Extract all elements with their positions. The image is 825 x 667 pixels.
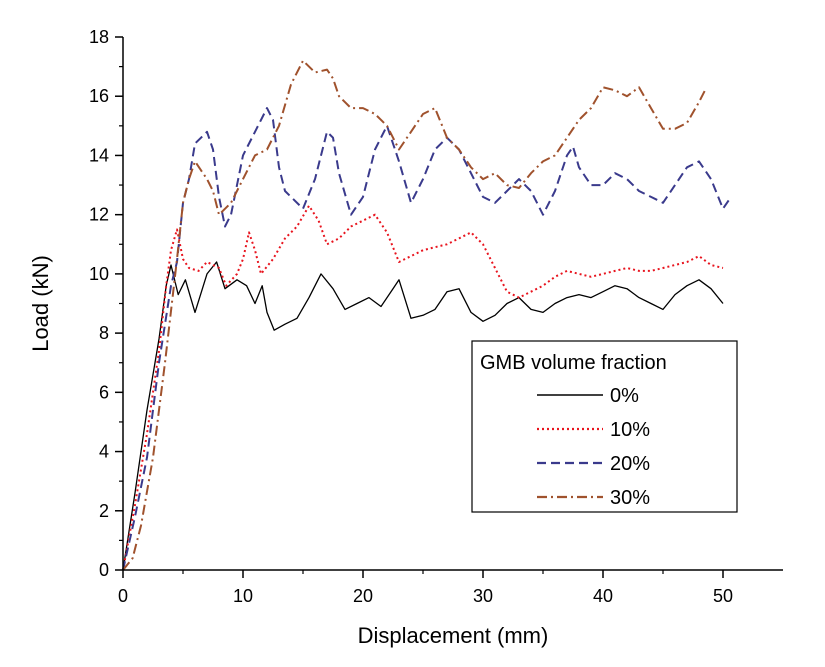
y-tick-label: 14 (89, 145, 109, 165)
y-tick-label: 4 (99, 442, 109, 462)
y-tick-label: 8 (99, 323, 109, 343)
legend-items: 0% 10% 20% 30% (537, 385, 650, 509)
y-tick-label: 18 (89, 27, 109, 47)
x-tick-label: 40 (593, 586, 613, 606)
series-line-2 (122, 107, 730, 571)
y-tick-label: 6 (99, 382, 109, 402)
y-tick-label: 2 (99, 501, 109, 521)
y-tick-label: 10 (89, 264, 109, 284)
series-line-1 (122, 204, 724, 571)
legend-label-1: 10% (610, 419, 650, 441)
x-tick-label: 50 (713, 586, 733, 606)
axes-layer (115, 36, 783, 578)
legend-label-3: 30% (610, 487, 650, 509)
y-tick-label: 16 (89, 86, 109, 106)
legend-label-0: 0% (610, 385, 639, 407)
y-axis-title: Load (kN) (28, 255, 53, 352)
series-line-0 (122, 261, 724, 571)
x-tick-label: 0 (118, 586, 128, 606)
legend-title: GMB volume fraction (480, 352, 667, 374)
x-axis-title: Displacement (mm) (358, 623, 549, 648)
legend-box (471, 340, 738, 513)
x-tick-label: 10 (233, 586, 253, 606)
series-line-3 (122, 59, 706, 571)
legend: GMB volume fraction 0% 10% 20% 30% (471, 340, 738, 513)
series-layer (122, 59, 730, 571)
x-tick-label: 30 (473, 586, 493, 606)
legend-label-2: 20% (610, 453, 650, 475)
x-tick-label: 20 (353, 586, 373, 606)
tick-labels: 0 10 20 30 40 50 0 2 4 6 8 10 12 14 16 18 (89, 27, 733, 606)
y-tick-label: 12 (89, 205, 109, 225)
y-tick-label: 0 (99, 560, 109, 580)
